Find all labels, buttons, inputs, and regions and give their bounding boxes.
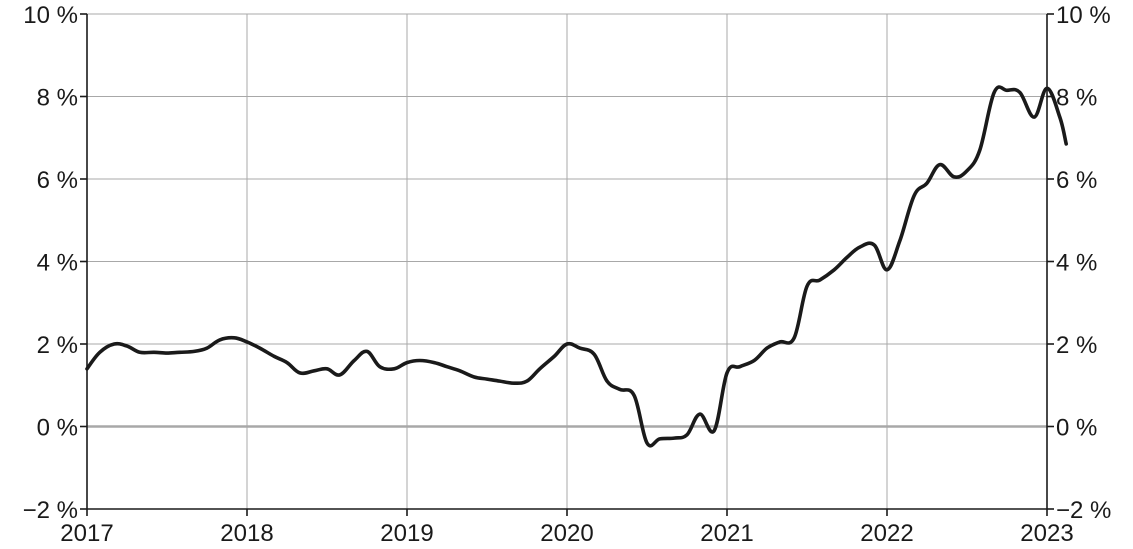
x-tick-label: 2021 [700,520,753,547]
y-tick-label-right: 10 % [1056,2,1111,29]
y-tick-label-left: 6 % [37,167,78,194]
x-tick-label: 2017 [60,520,113,547]
series-layer [85,85,1068,448]
y-tick-label-left: 10 % [23,2,78,29]
x-tick-label: 2019 [380,520,433,547]
grid [87,13,1047,509]
y-tick-label-right: 8 % [1056,85,1097,112]
x-tick-label: 2023 [1020,520,1073,547]
y-tick-label-right: 2 % [1056,332,1097,359]
y-tick-label-left: 2 % [37,332,78,359]
y-tick-label-left: 8 % [37,85,78,112]
x-tick-label: 2020 [540,520,593,547]
axes [80,13,1054,516]
tick-labels: −2 % −2 % 0 % 0 % 2 % 2 % 4 % 4 % 6 % 6 % 8 % 8 % 10… [23,2,1112,547]
y-tick-label-right: 4 % [1056,250,1097,277]
y-tick-label-left: −2 % [23,497,78,524]
x-tick-label: 2022 [860,520,913,547]
series-line [85,85,1068,448]
y-tick-label-left: 4 % [37,250,78,277]
x-tick-label: 2018 [220,520,273,547]
y-tick-label-left: 0 % [37,415,78,442]
y-tick-label-right: −2 % [1056,497,1111,524]
y-tick-label-right: 0 % [1056,415,1097,442]
y-tick-label-right: 6 % [1056,167,1097,194]
